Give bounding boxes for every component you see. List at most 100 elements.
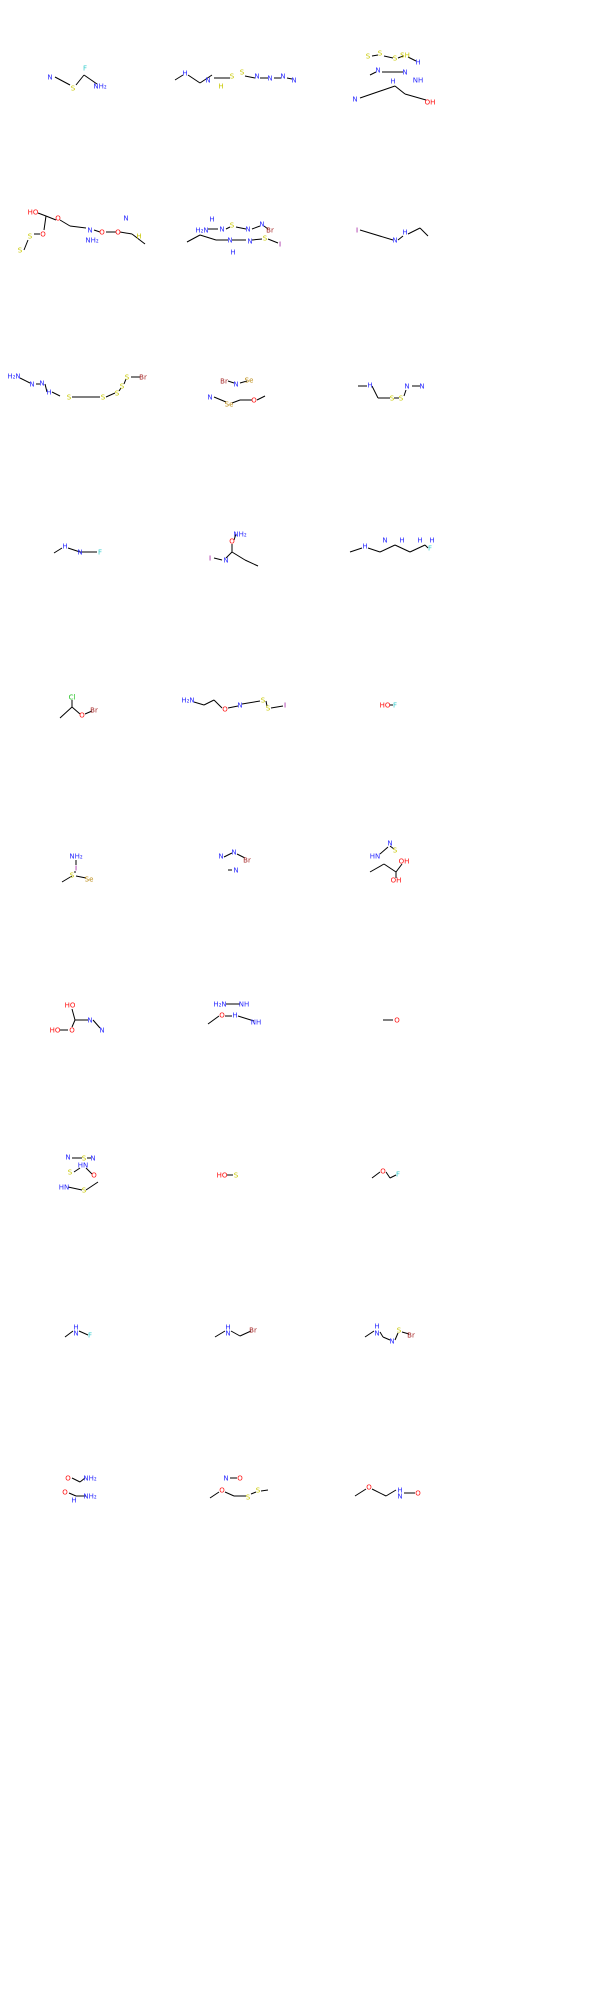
atom-label: Se	[85, 876, 94, 884]
bond	[371, 54, 379, 57]
bond	[256, 395, 266, 401]
bond	[371, 1171, 381, 1179]
atom-label: O	[229, 538, 235, 546]
atom-label: HN	[370, 853, 381, 861]
bond	[244, 559, 259, 567]
atom-label: S	[378, 50, 383, 58]
atom-label: N	[87, 227, 92, 235]
atom-label: S	[234, 1172, 239, 1180]
bond	[51, 391, 61, 397]
atom-label: S	[28, 233, 33, 241]
atom-label: H	[62, 543, 67, 551]
bond	[213, 699, 223, 709]
atom-label: O	[394, 1017, 400, 1025]
atom-label: N	[291, 77, 296, 85]
atom-label: N	[387, 840, 392, 848]
bond	[235, 226, 247, 230]
atom-label: O	[251, 397, 257, 405]
bond	[43, 215, 47, 231]
atom-label: H₂N	[195, 227, 208, 235]
bond	[267, 238, 279, 244]
bond	[397, 55, 404, 59]
bond	[286, 77, 293, 80]
atom-label: O	[79, 712, 85, 720]
atom-label: O	[69, 1027, 75, 1035]
atom-label: Se	[245, 377, 254, 385]
bond	[371, 385, 379, 399]
bond	[389, 1174, 397, 1179]
atom-label: N	[397, 1493, 402, 1501]
atom-label: S	[82, 1155, 87, 1163]
bond	[349, 547, 363, 553]
atom-label: S	[261, 697, 266, 705]
bond	[199, 74, 213, 84]
atom-label: F	[98, 549, 102, 557]
atom-label: N	[382, 537, 387, 545]
atom-label: NH	[251, 1019, 262, 1027]
molecule-structure-12: HN H H HF	[349, 537, 435, 553]
molecule-cell-16: NH₂ I S Se	[0, 853, 200, 1200]
bond	[209, 1491, 220, 1499]
bond	[71, 1477, 81, 1483]
atom-label: H	[136, 233, 141, 241]
atom-label: N	[223, 557, 228, 565]
atom-label: N	[389, 1338, 394, 1346]
atom-label: O	[62, 1489, 68, 1497]
molecule-cell-21: O	[383, 1017, 600, 1400]
molecule-structure-20: H₂N NHO HNH	[207, 1001, 261, 1027]
atom-label: H	[397, 1487, 402, 1495]
atom-label: N	[87, 1017, 92, 1025]
bond	[404, 93, 427, 101]
atom-label: N	[47, 74, 52, 82]
bond	[59, 706, 73, 719]
atom-label: NH	[413, 77, 424, 85]
atom-label: O	[91, 1172, 97, 1180]
bond	[359, 229, 394, 241]
bond	[424, 544, 429, 549]
atom-label: HO	[380, 702, 391, 710]
atom-label: F	[88, 1332, 92, 1340]
atom-label: Br	[220, 378, 228, 386]
bond	[394, 1332, 399, 1341]
bond	[359, 85, 396, 99]
bond	[389, 845, 395, 850]
molecule-structure-15: HO F	[380, 702, 397, 710]
bond	[223, 852, 233, 858]
bond	[67, 547, 81, 553]
bond	[64, 1330, 74, 1338]
atom-label: F	[396, 1171, 400, 1179]
atom-label: I	[75, 865, 77, 873]
atom-label: F	[393, 702, 397, 710]
atom-label: I	[209, 555, 211, 563]
atom-label: N	[73, 1330, 78, 1338]
atom-label: O	[222, 706, 228, 714]
molecule-cell-3: S S S SH H N N H NH N OH	[352, 0, 600, 200]
bond	[19, 377, 31, 384]
bond	[61, 875, 73, 883]
molecule-structure-16: NH₂ IS Se	[61, 853, 93, 884]
atom-label: HO	[50, 1027, 61, 1035]
atom-label: S	[115, 390, 120, 398]
atom-label: H	[429, 537, 434, 545]
atom-label: N	[352, 96, 357, 104]
atom-label: H	[232, 1012, 237, 1020]
atom-label: O	[366, 1484, 372, 1492]
atom-label: S	[397, 1327, 402, 1335]
bond	[244, 75, 256, 79]
atom-label: N	[227, 237, 232, 245]
bond	[354, 1488, 367, 1497]
molecule-cell-8: Br N Se N Se O	[200, 377, 400, 600]
atom-label: I	[284, 702, 286, 710]
atom-label: NH₂	[85, 237, 99, 245]
